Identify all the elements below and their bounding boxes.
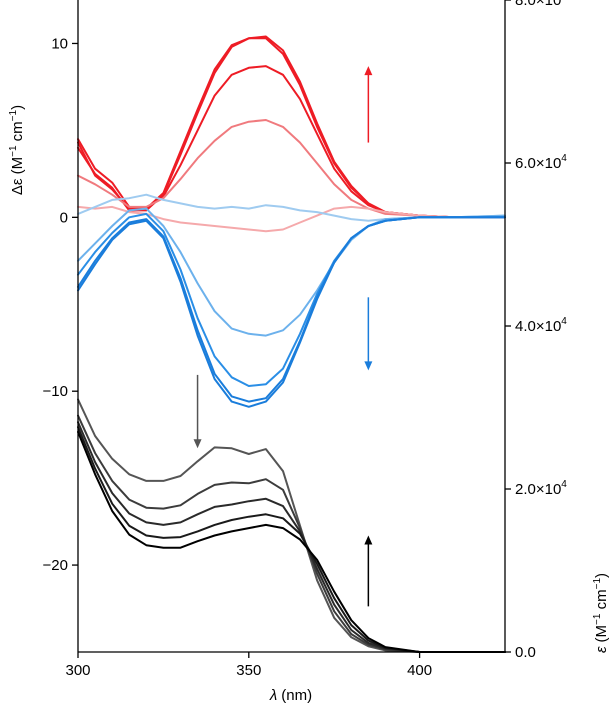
y-right-unit-prefix: (M <box>593 625 610 643</box>
cd-series-line-5 <box>77 205 506 233</box>
axes-layer <box>77 0 506 653</box>
y-left-tick-label-3: −10 <box>43 383 68 400</box>
y-right-tick-base-3: 4.0×10 <box>515 318 561 335</box>
y-right-sup2: −1 <box>592 578 603 590</box>
y-right-sup1: −1 <box>592 613 603 625</box>
x-axis-unit: (nm) <box>281 687 312 704</box>
y-right-tick-label-2: 2.0×104 <box>515 479 567 498</box>
cd-series-line-9 <box>77 216 506 403</box>
arrow-layer <box>193 66 373 607</box>
y-left-tick-label-4: −20 <box>43 557 68 574</box>
trend-arrow-head-1 <box>364 66 373 76</box>
y-right-tick-base-5: 8.0×10 <box>515 0 561 9</box>
y-left-sup2: −1 <box>8 109 19 121</box>
cd-series-line-6 <box>77 193 506 222</box>
y-right-tick-exp-3: 4 <box>561 316 567 327</box>
cd-series-line-7 <box>77 207 506 337</box>
y-left-unit-prefix: (M <box>9 157 26 175</box>
absorption-series-line-5 <box>77 430 506 653</box>
cd-series-line-4 <box>77 119 506 219</box>
y-right-tick-exp-2: 4 <box>561 479 567 490</box>
cd-series-line-10 <box>77 216 506 408</box>
y-left-sup1: −1 <box>8 145 19 157</box>
y-left-unit-suffix: ) <box>9 105 26 110</box>
y-left-tick-label-2: 0 <box>60 209 68 226</box>
y-right-tick-base-1: 0.0 <box>515 644 536 661</box>
absorption-series-line-4 <box>77 426 506 653</box>
tick-layer: 300 350 400100−10−200.02.0×1044.0×1046.0×1… <box>43 0 567 679</box>
y-right-tick-base-4: 6.0×10 <box>515 155 561 172</box>
x-axis-title: λ (nm) <box>269 687 312 704</box>
x-tick-label-2: 350 <box>236 662 261 679</box>
x-tick-label-1: 300 <box>65 662 90 679</box>
trend-arrow-head-2 <box>364 361 373 371</box>
y-right-tick-exp-4: 4 <box>561 153 567 164</box>
absorption-series-line-2 <box>77 414 506 653</box>
x-axis-symbol: λ <box>269 687 277 704</box>
y-right-tick-label-4: 6.0×104 <box>515 153 567 172</box>
y-right-tick-exp-5: 4 <box>561 0 567 1</box>
y-left-tick-label-1: 10 <box>51 35 68 52</box>
y-right-tick-label-3: 4.0×104 <box>515 316 567 335</box>
y-right-unit-mid: cm <box>593 589 610 613</box>
cd-series-line-1 <box>77 35 506 219</box>
y-right-axis-title: ε(M−1 cm−1) <box>592 573 610 653</box>
y-left-axis-title: Δε(M−1 cm−1) <box>8 105 26 195</box>
trend-arrow-head-3 <box>193 439 202 449</box>
series-layer <box>77 35 506 653</box>
absorption-series-line-1 <box>77 398 506 653</box>
y-right-tick-label-5: 8.0×104 <box>515 0 567 9</box>
y-right-tick-label-1: 0.0 <box>515 644 536 661</box>
y-right-tick-base-2: 2.0×10 <box>515 481 561 498</box>
absorption-series-line-3 <box>77 421 506 653</box>
y-left-symbol: Δε <box>9 178 26 195</box>
y-right-unit-suffix: ) <box>593 573 610 578</box>
y-left-unit-mid: cm <box>9 121 26 145</box>
y-right-symbol: ε <box>593 646 610 653</box>
trend-arrow-head-4 <box>364 535 373 545</box>
x-tick-label-3: 400 <box>407 662 432 679</box>
